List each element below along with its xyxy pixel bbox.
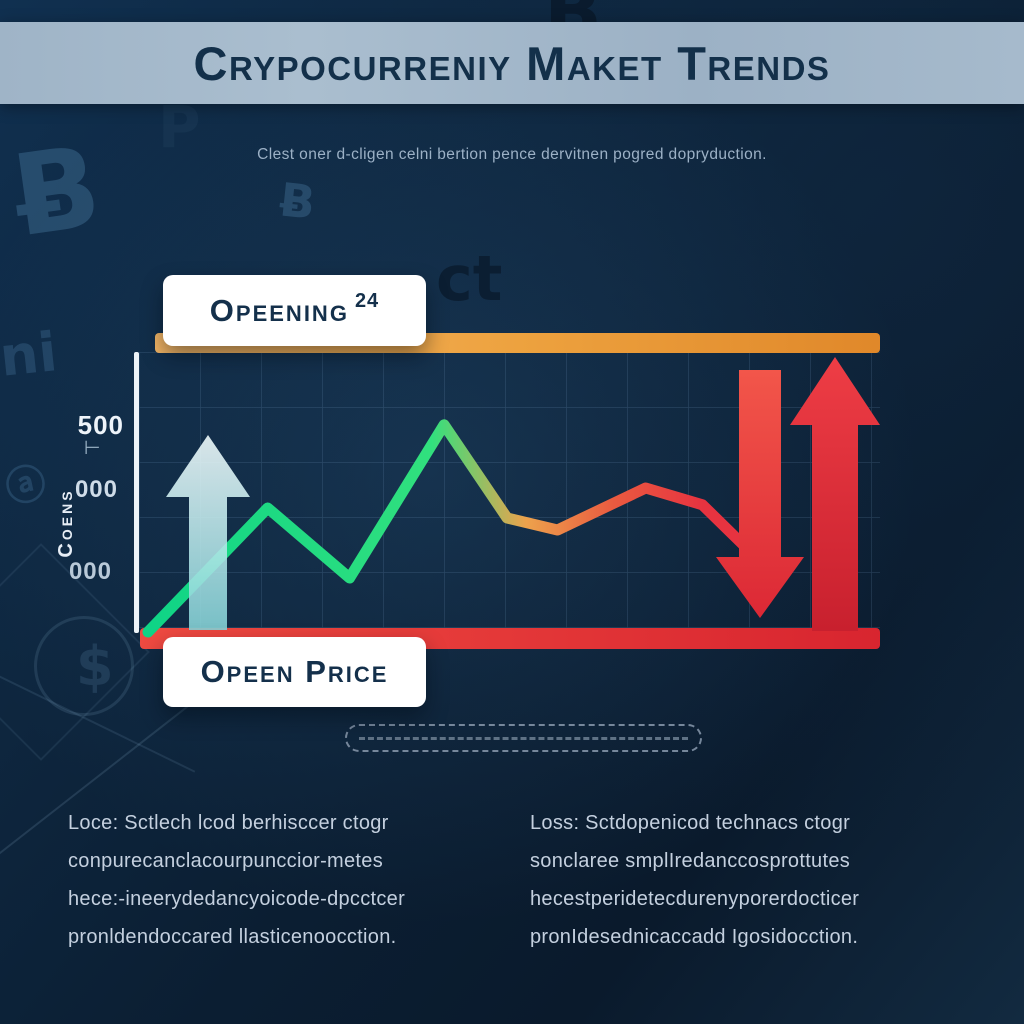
trend-chart	[134, 333, 880, 649]
footer-line: Loss: Sctdopenicod technacs ctogr	[530, 812, 851, 834]
opening-label-box: Opeening 24	[163, 275, 426, 346]
poster-title: Crypocurreniy Maket Trends	[193, 36, 831, 90]
footer-line: pronldendoccared llasticenoocction.	[68, 926, 397, 948]
footer-line: pronIdesednicaccadd Igosidocction.	[530, 926, 859, 948]
footer-line: sonclaree smplIredanccosprottutes	[530, 850, 851, 872]
footer-line: conpurecanclacourpunccior-metes	[68, 850, 384, 872]
footer-line: hecestperidetecdurenyporerdocticer	[530, 888, 860, 910]
footer-right-paragraph: Loss: Sctdopenicod technacs ctogr soncla…	[530, 804, 956, 956]
title-banner: Crypocurreniy Maket Trends	[0, 22, 1024, 104]
footer-line: Loce: Sctlech lcod berhisccer ctogr	[68, 812, 389, 834]
letters-ni-watermark: ni	[0, 320, 61, 389]
y-axis-line	[134, 352, 139, 633]
y-tick-label: 500	[77, 410, 124, 440]
footer-text: Loce: Sctlech lcod berhisccer ctogr conp…	[0, 804, 1024, 956]
poster-subtitle: Clest oner d-cligen celni bertion pence …	[257, 145, 767, 163]
open-price-label-text: Opeen Price	[200, 654, 389, 689]
footer-left-paragraph: Loce: Sctlech lcod berhisccer ctogr conp…	[68, 804, 494, 956]
bitcoin-watermark-icon: Ƀ	[277, 172, 318, 230]
y-axis-title: Coens	[55, 488, 77, 558]
coin-watermark-icon: $	[76, 635, 114, 698]
y-tick-label: 000	[74, 476, 118, 503]
down-arrow-icon	[716, 370, 804, 618]
coin-outline-icon	[34, 616, 134, 716]
open-price-label-box: Opeen Price	[163, 637, 426, 707]
price-trend-line	[142, 419, 784, 638]
dashed-line-decor	[359, 736, 688, 740]
axis-tick-icon: ⊢	[84, 437, 101, 459]
opening-label-sup: 24	[354, 290, 380, 312]
up-arrow-icon	[166, 435, 250, 630]
up-arrow-right-icon	[790, 357, 880, 631]
opening-label-text: Opeening	[209, 292, 349, 328]
letter-a-watermark: ⓐ	[1, 459, 51, 513]
footer-line: hece:-ineerydedancyoicode-dpcctcer	[68, 888, 406, 910]
timeline-placeholder	[345, 724, 702, 752]
y-tick-label: 000	[68, 558, 112, 585]
letters-ct-watermark: ct	[436, 242, 503, 315]
